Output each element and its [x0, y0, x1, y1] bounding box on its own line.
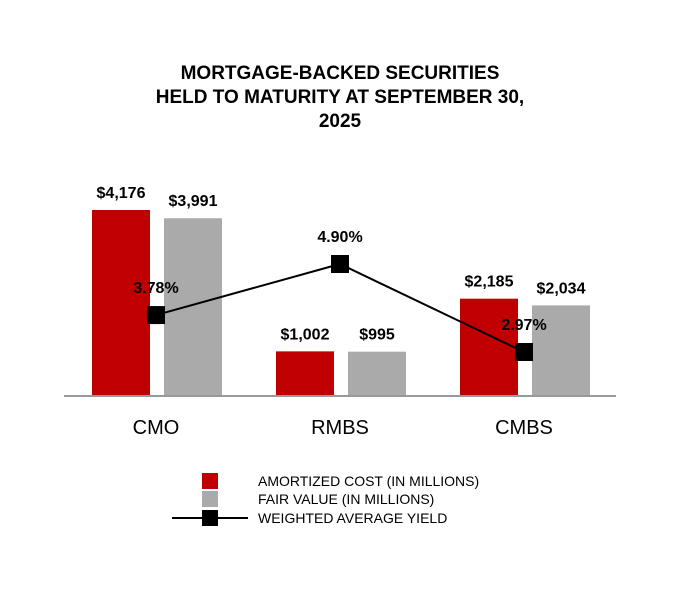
chart-title-line-2: HELD TO MATURITY AT SEPTEMBER 30, [155, 87, 525, 108]
category-label-cmo: CMO [133, 417, 180, 439]
bar-value-label-cmo-amortized-cost: $4,176 [97, 185, 146, 202]
bar-cmbs-amortized-cost [460, 298, 518, 396]
legend-swatch-amortized-cost [202, 473, 218, 489]
legend-label-amortized-cost: AMORTIZED COST (IN MILLIONS) [258, 473, 479, 489]
yield-marker-cmbs [515, 343, 533, 361]
bar-value-label-rmbs-amortized-cost: $1,002 [281, 326, 330, 343]
bar-cmo-amortized-cost [92, 210, 150, 396]
chart-title: MORTGAGE-BACKED SECURITIES HELD TO MATUR… [0, 62, 680, 134]
legend-swatch-fair-value [202, 491, 218, 507]
bar-value-label-rmbs-fair-value: $995 [359, 327, 395, 344]
category-labels: CMO RMBS CMBS [133, 417, 553, 439]
legend-label-fair-value: FAIR VALUE (IN MILLIONS) [258, 491, 434, 507]
legend: AMORTIZED COST (IN MILLIONS) FAIR VALUE (… [172, 473, 479, 526]
yield-value-label-rmbs: 4.90% [317, 229, 362, 246]
yield-line-group: 3.78% 4.90% 2.97% [133, 229, 547, 361]
bar-group: $4,176 $3,991 $1,002 $995 $2,185 $2,034 [92, 185, 590, 396]
legend-swatch-yield-marker [202, 510, 218, 526]
category-label-rmbs: RMBS [311, 417, 369, 439]
bar-rmbs-fair-value [348, 351, 406, 396]
legend-label-weighted-average-yield: WEIGHTED AVERAGE YIELD [258, 510, 447, 526]
bar-value-label-cmo-fair-value: $3,991 [169, 193, 218, 210]
chart-title-line-1: MORTGAGE-BACKED SECURITIES [180, 63, 500, 84]
chart-title-line-3: 2025 [318, 111, 362, 132]
bar-rmbs-amortized-cost [276, 351, 334, 396]
yield-value-label-cmbs: 2.97% [501, 317, 546, 334]
yield-marker-rmbs [331, 255, 349, 273]
bar-cmo-fair-value [164, 218, 222, 396]
bar-cmbs-fair-value [532, 305, 590, 396]
yield-value-label-cmo: 3.78% [133, 280, 178, 297]
yield-marker-cmo [147, 306, 165, 325]
bar-value-label-cmbs-amortized-cost: $2,185 [465, 274, 514, 291]
bar-value-label-cmbs-fair-value: $2,034 [537, 280, 586, 297]
category-label-cmbs: CMBS [495, 417, 553, 439]
